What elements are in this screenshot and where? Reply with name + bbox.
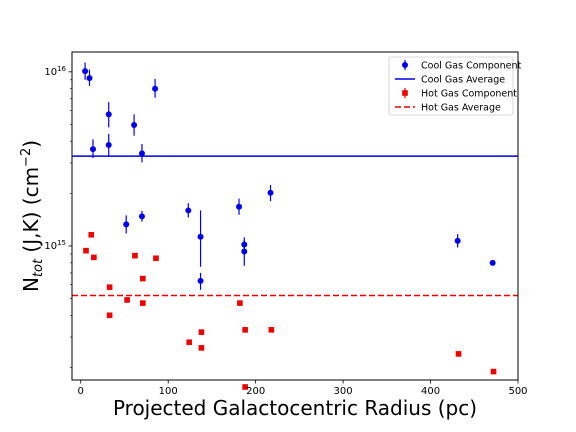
series-0-point bbox=[236, 203, 243, 210]
y-axis-label: Ntot (J,K) (cm−2) bbox=[19, 140, 46, 292]
series-0-point bbox=[82, 68, 89, 75]
series-0-point bbox=[86, 75, 93, 82]
legend-label-3: Hot Gas Average bbox=[421, 102, 501, 113]
series-0-point bbox=[185, 207, 192, 214]
series-0-point bbox=[89, 146, 96, 153]
axes: 0 100 200 300 400 500 1015 1016 bbox=[44, 65, 527, 397]
series-2-point bbox=[106, 284, 113, 290]
series-0-point bbox=[489, 259, 496, 266]
series-2-point bbox=[88, 231, 95, 238]
series-0-point bbox=[138, 150, 145, 157]
series-2-point bbox=[242, 327, 248, 333]
series-2-point bbox=[198, 345, 205, 351]
series-2-point bbox=[140, 275, 146, 282]
y-axis-label-close: ) bbox=[19, 140, 43, 148]
y-axis-label-rest: (J,K) (cm bbox=[19, 167, 43, 259]
x-tick-label: 100 bbox=[159, 386, 178, 397]
series-2-point bbox=[455, 351, 462, 357]
x-tick-label: 500 bbox=[508, 386, 527, 397]
x-tick-label: 200 bbox=[246, 386, 265, 397]
y-axis-label-exp: −2 bbox=[19, 148, 34, 167]
legend-label-1: Cool Gas Average bbox=[421, 74, 505, 85]
series-0-point bbox=[138, 213, 145, 220]
series-2-point bbox=[153, 255, 159, 262]
legend-handle-0 bbox=[402, 62, 408, 68]
series-2-point bbox=[140, 300, 146, 306]
legend-handle-2 bbox=[402, 90, 408, 96]
series-0-point bbox=[105, 142, 112, 149]
series-0-point bbox=[241, 248, 248, 255]
y-axis-label-sub: tot bbox=[31, 258, 46, 277]
x-axis-label: Projected Galactocentric Radius (pc) bbox=[113, 396, 477, 420]
series-2-point bbox=[132, 252, 138, 259]
y-axis-label-main: N bbox=[19, 277, 43, 292]
series-2-point bbox=[198, 329, 205, 335]
series-0-point bbox=[197, 233, 204, 240]
x-tick-label: 0 bbox=[78, 386, 84, 397]
series-2-point bbox=[91, 254, 97, 261]
series-2-point bbox=[124, 297, 130, 303]
plot-marks bbox=[72, 62, 518, 390]
series-0-point bbox=[454, 237, 461, 244]
series-2-point bbox=[237, 300, 243, 306]
legend-label-2: Hot Gas Component bbox=[421, 88, 517, 99]
y-tick-label: 1016 bbox=[44, 65, 66, 78]
series-0-point bbox=[131, 122, 138, 129]
x-tick-label: 400 bbox=[421, 386, 440, 397]
x-tick-label: 300 bbox=[334, 386, 353, 397]
series-2-point bbox=[268, 327, 275, 333]
series-0-point bbox=[123, 221, 130, 228]
series-2-point bbox=[490, 368, 497, 375]
series-2-point bbox=[83, 247, 89, 254]
legend-frame bbox=[388, 56, 514, 116]
y-tick-label: 1015 bbox=[44, 239, 66, 252]
legend: Cool Gas Component Cool Gas Average Hot Ga… bbox=[388, 56, 521, 116]
series-2-point bbox=[242, 384, 248, 390]
series-0-point bbox=[152, 85, 159, 92]
series-2-point bbox=[106, 312, 113, 319]
plot-frame bbox=[71, 51, 519, 381]
series-0-point bbox=[197, 277, 204, 284]
series-2-point bbox=[186, 339, 192, 346]
series-0-point bbox=[105, 111, 112, 118]
legend-label-0: Cool Gas Component bbox=[421, 60, 521, 71]
series-0-point bbox=[267, 189, 274, 196]
